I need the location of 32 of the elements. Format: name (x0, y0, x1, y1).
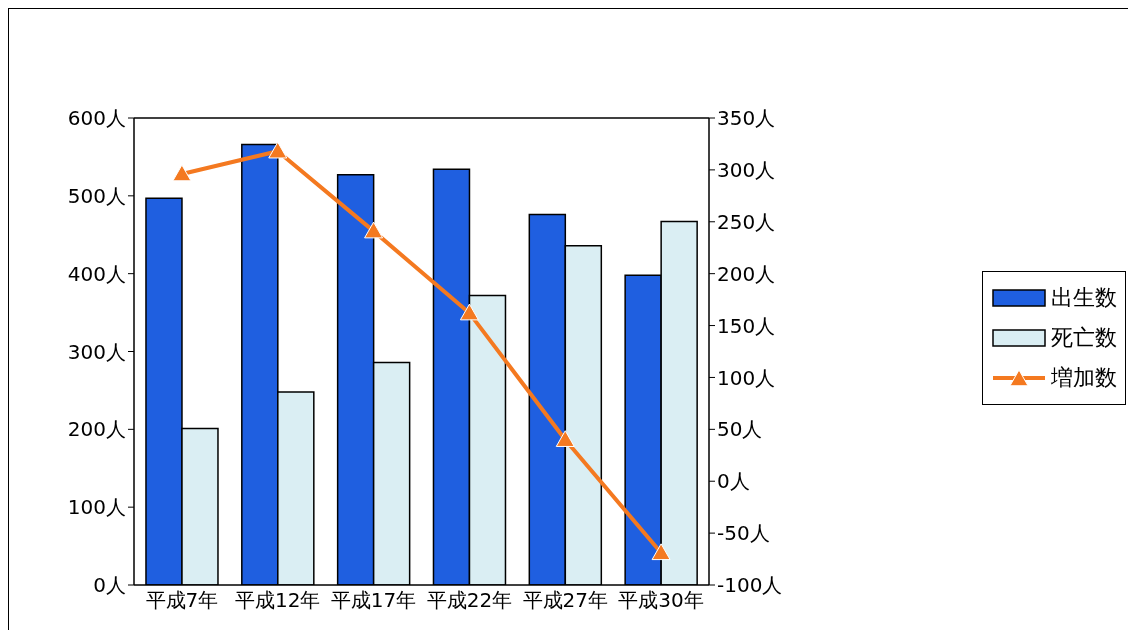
y2-tick-label: 200人 (717, 261, 776, 286)
y2-tick-label: 50人 (717, 417, 763, 442)
y2-tick-label: -50人 (717, 521, 770, 546)
y2-tick-label: 250人 (717, 209, 776, 234)
point (364, 221, 384, 239)
x-tick-label: 平成22年 (426, 588, 513, 613)
y-tick-label: 100人 (67, 495, 126, 520)
y-tick-label: 400人 (67, 261, 126, 286)
y2-tick-label: 300人 (717, 157, 776, 182)
point (555, 430, 575, 447)
x-tick-label: 平成30年 (618, 588, 704, 613)
x-tick-label: 平成12年 (235, 588, 321, 613)
x-tick-label: 平成17年 (330, 588, 417, 613)
point (268, 141, 288, 159)
y-tick-label: 300人 (67, 339, 126, 364)
y2-tick-label: 350人 (717, 106, 776, 131)
point (459, 303, 479, 321)
y2-tick-label: 0人 (717, 469, 750, 494)
point (651, 543, 671, 561)
y2-tick-label: 150人 (717, 313, 776, 338)
y2-tick-label: -100人 (717, 573, 783, 598)
y-tick-label: 200人 (67, 417, 126, 442)
x-tick-label: 平成27年 (522, 588, 608, 613)
y-tick-label: 0人 (93, 573, 126, 598)
legend-label: 出生数 (1051, 284, 1117, 312)
legend-label: 死亡数 (1051, 324, 1117, 352)
y2-tick-label: 100人 (717, 365, 776, 390)
y-tick-label: 600人 (67, 106, 126, 131)
y-tick-label: 500人 (67, 183, 126, 208)
x-tick-label: 平成7年 (145, 588, 219, 613)
point (172, 164, 192, 182)
legend-label: 増加数 (1051, 364, 1117, 392)
